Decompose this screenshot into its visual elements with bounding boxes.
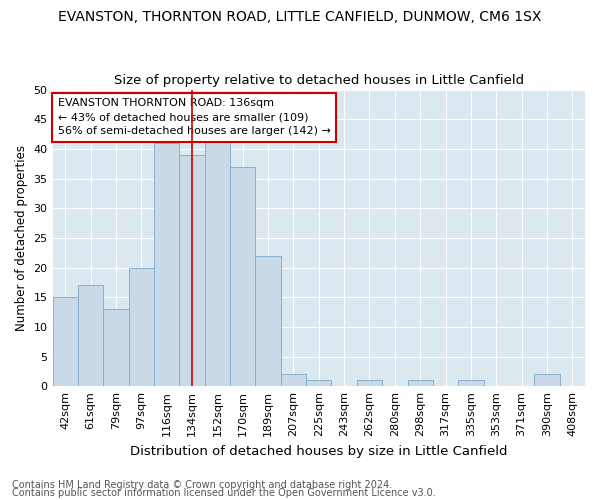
Bar [78, 286, 103, 386]
X-axis label: Distribution of detached houses by size in Little Canfield: Distribution of detached houses by size … [130, 444, 508, 458]
Y-axis label: Number of detached properties: Number of detached properties [15, 145, 28, 331]
Bar [154, 143, 179, 386]
Bar [53, 297, 78, 386]
Bar [458, 380, 484, 386]
Bar [103, 309, 128, 386]
Bar [281, 374, 306, 386]
Bar [179, 155, 205, 386]
Title: Size of property relative to detached houses in Little Canfield: Size of property relative to detached ho… [114, 74, 524, 87]
Bar [407, 380, 433, 386]
Bar [230, 166, 256, 386]
Bar [306, 380, 331, 386]
Text: Contains HM Land Registry data © Crown copyright and database right 2024.: Contains HM Land Registry data © Crown c… [12, 480, 392, 490]
Text: Contains public sector information licensed under the Open Government Licence v3: Contains public sector information licen… [12, 488, 436, 498]
Bar [534, 374, 560, 386]
Text: EVANSTON, THORNTON ROAD, LITTLE CANFIELD, DUNMOW, CM6 1SX: EVANSTON, THORNTON ROAD, LITTLE CANFIELD… [58, 10, 542, 24]
Bar [256, 256, 281, 386]
Bar [128, 268, 154, 386]
Bar [205, 137, 230, 386]
Bar [357, 380, 382, 386]
Text: EVANSTON THORNTON ROAD: 136sqm
← 43% of detached houses are smaller (109)
56% of: EVANSTON THORNTON ROAD: 136sqm ← 43% of … [58, 98, 331, 136]
